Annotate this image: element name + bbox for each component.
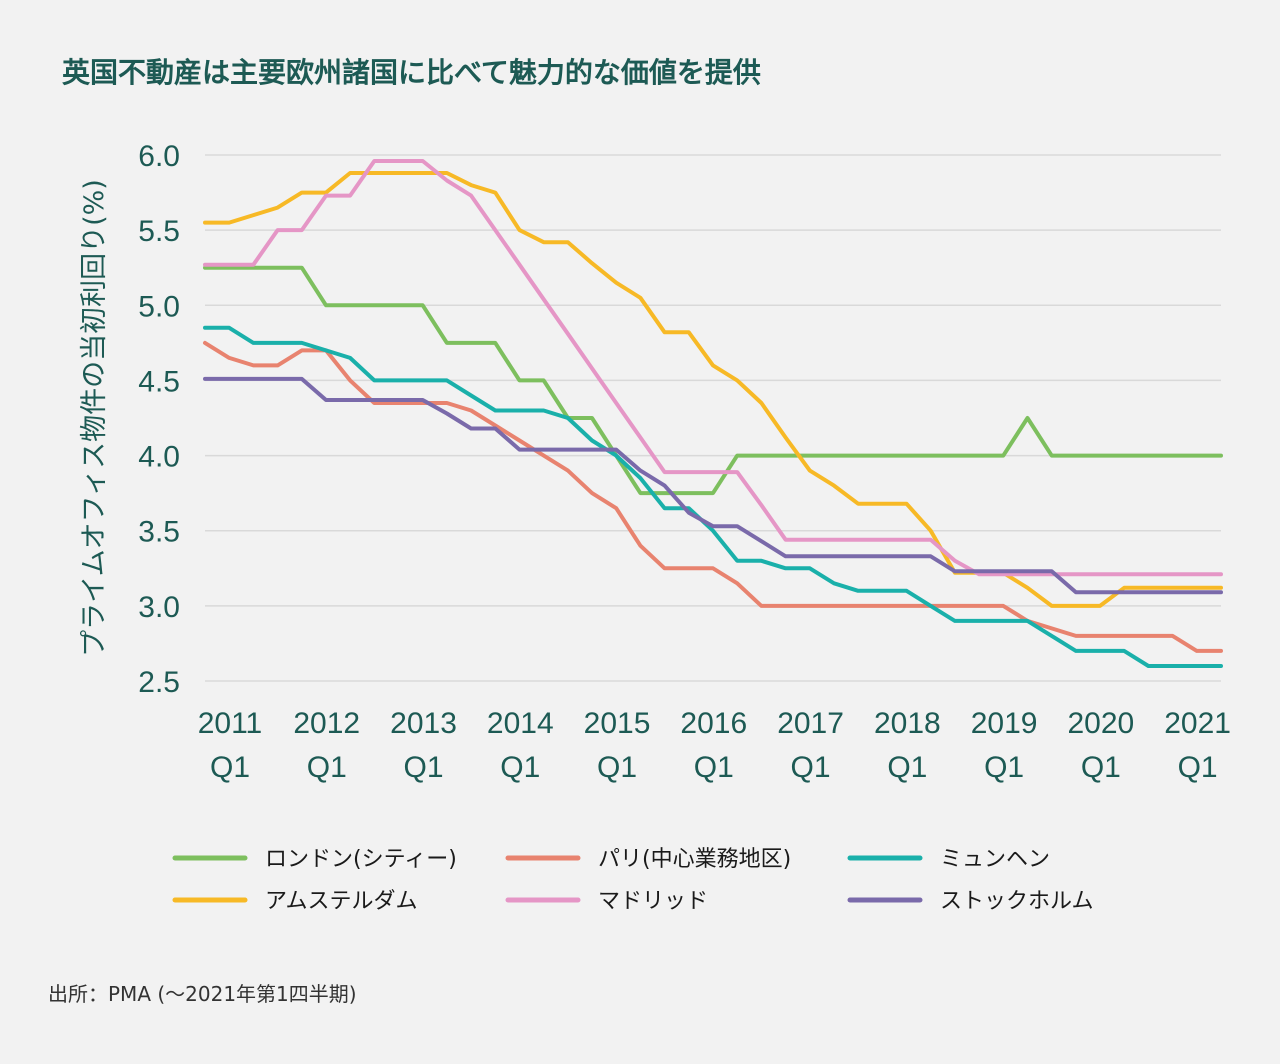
x-tick-quarter: Q1 [887,751,927,784]
y-tick-label: 6.0 [138,140,180,173]
x-tick-year: 2012 [293,707,360,740]
x-tick-quarter: Q1 [1178,751,1218,784]
y-tick-label: 5.0 [138,290,180,323]
x-tick-year: 2014 [487,707,554,740]
x-tick-year: 2021 [1164,707,1231,740]
x-tick-quarter: Q1 [500,751,540,784]
gridlines [205,154,1221,682]
legend-label: アムステルダム [265,889,417,914]
y-tick-label: 4.5 [138,365,180,398]
y-tick-label: 3.0 [138,591,180,624]
series-line-4 [203,159,1223,577]
legend-label: ミュンヘン [940,847,1050,872]
x-tick-year: 2019 [971,707,1038,740]
x-tick-quarter: Q1 [791,751,831,784]
series-lines [203,159,1223,668]
series-line-5 [203,376,1223,595]
y-axis-label: プライムオフィス物件の当初利回り(%) [79,179,110,657]
y-tick-label: 4.0 [138,441,180,474]
x-tick-quarter: Q1 [307,751,347,784]
x-tick-quarter: Q1 [694,751,734,784]
x-tick-quarter: Q1 [404,751,444,784]
x-tick-year: 2017 [777,707,844,740]
x-tick-labels: 2011 Q1 2012 Q1 2013 Q1 2014 Q1 2015 Q1 2016 Q1 2017… [198,707,1231,784]
x-tick-year: 2011 [198,707,263,740]
x-tick-year: 2015 [584,707,651,740]
legend-label: ロンドン(シティー) [265,847,457,872]
series-line-0 [203,265,1223,496]
y-tick-label: 3.5 [138,516,180,549]
source-note: 出所：PMA (〜2021年第1四半期) [48,982,357,1006]
x-tick-year: 2018 [874,707,941,740]
series-line-2 [203,325,1223,668]
x-tick-quarter: Q1 [210,751,250,784]
x-tick-year: 2013 [390,707,457,740]
x-tick-quarter: Q1 [597,751,637,784]
series-line-1 [203,340,1223,653]
legend-label: マドリッド [598,889,708,914]
chart-title: 英国不動産は主要欧州諸国に比べて魅力的な価値を提供 [62,56,761,89]
x-tick-quarter: Q1 [1081,751,1121,784]
y-tick-label: 2.5 [138,666,180,699]
legend-label: パリ(中心業務地区) [598,847,791,872]
legend-label: ストックホルム [940,889,1094,914]
x-tick-quarter: Q1 [984,751,1024,784]
series-line-3 [203,171,1223,608]
y-tick-label: 5.5 [138,215,180,248]
y-tick-labels: 6.0 5.5 5.0 4.5 4.0 3.5 3.0 2.5 [138,140,180,699]
x-tick-year: 2020 [1067,707,1134,740]
x-tick-year: 2016 [680,707,747,740]
